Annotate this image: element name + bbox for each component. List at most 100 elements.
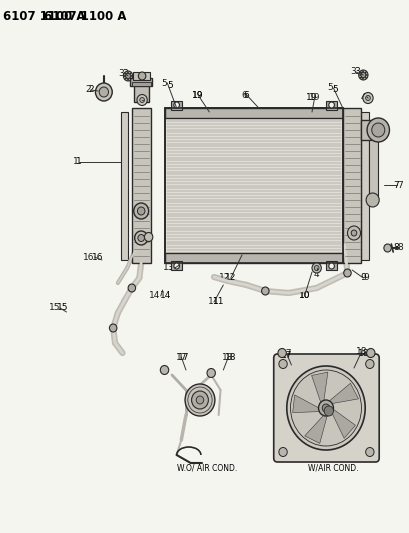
FancyBboxPatch shape <box>273 354 378 462</box>
Text: 4: 4 <box>361 93 366 101</box>
Text: 16: 16 <box>91 254 103 262</box>
Text: 6: 6 <box>243 91 249 100</box>
Text: 1: 1 <box>73 157 79 166</box>
Bar <box>133 72 149 80</box>
Text: 9: 9 <box>360 273 365 282</box>
Circle shape <box>207 368 215 377</box>
Circle shape <box>137 94 147 106</box>
Circle shape <box>321 404 329 412</box>
Circle shape <box>328 102 334 108</box>
Text: 14: 14 <box>149 292 160 301</box>
Circle shape <box>358 70 367 80</box>
Bar <box>132 82 150 86</box>
Circle shape <box>196 396 203 404</box>
Circle shape <box>365 448 373 456</box>
Text: 13: 13 <box>169 263 180 272</box>
Text: 17: 17 <box>175 352 187 361</box>
Circle shape <box>126 74 130 78</box>
Circle shape <box>261 287 268 295</box>
Circle shape <box>138 72 146 80</box>
Polygon shape <box>311 372 327 405</box>
Circle shape <box>134 231 147 245</box>
Text: 4: 4 <box>139 95 144 104</box>
Bar <box>171 101 182 110</box>
Circle shape <box>191 391 208 409</box>
Polygon shape <box>304 414 327 443</box>
Circle shape <box>278 448 287 456</box>
Text: 4: 4 <box>313 270 319 279</box>
Text: 6107 1100 A: 6107 1100 A <box>44 10 126 22</box>
Circle shape <box>365 359 373 368</box>
Text: 5: 5 <box>161 78 167 87</box>
Bar <box>360 120 380 140</box>
Circle shape <box>318 400 333 416</box>
Text: 9: 9 <box>362 273 368 282</box>
Circle shape <box>366 349 374 358</box>
Text: 8: 8 <box>392 244 398 253</box>
Text: 12: 12 <box>219 273 230 282</box>
Circle shape <box>343 269 351 277</box>
Text: 17: 17 <box>178 352 189 361</box>
Text: 4: 4 <box>311 265 317 274</box>
Bar <box>165 108 342 118</box>
Circle shape <box>366 118 389 142</box>
Circle shape <box>109 324 117 332</box>
Text: 11: 11 <box>208 297 219 306</box>
Circle shape <box>95 83 112 101</box>
Bar <box>342 108 361 263</box>
Circle shape <box>184 384 214 416</box>
Text: 18: 18 <box>355 348 366 357</box>
Text: 19: 19 <box>192 91 203 100</box>
Bar <box>171 261 182 270</box>
Circle shape <box>160 366 168 375</box>
Text: 3: 3 <box>122 69 128 77</box>
Text: 5: 5 <box>327 84 333 93</box>
Circle shape <box>290 370 361 446</box>
Circle shape <box>128 284 135 292</box>
Circle shape <box>123 71 133 81</box>
Circle shape <box>173 102 179 108</box>
Text: 1: 1 <box>76 157 81 166</box>
Text: 16: 16 <box>83 253 94 262</box>
Text: W/AIR COND.: W/AIR COND. <box>308 464 358 472</box>
Circle shape <box>286 366 364 450</box>
Text: 19: 19 <box>306 93 317 102</box>
Bar <box>325 261 336 270</box>
Text: 13: 13 <box>163 263 174 272</box>
Circle shape <box>346 226 360 240</box>
Text: 5: 5 <box>167 80 173 90</box>
Circle shape <box>365 193 378 207</box>
Bar <box>165 108 342 263</box>
Text: 4: 4 <box>137 95 143 104</box>
Bar <box>120 112 128 260</box>
Text: 15: 15 <box>57 303 68 312</box>
Circle shape <box>383 244 390 252</box>
Bar <box>165 108 342 263</box>
Text: 4: 4 <box>360 93 365 102</box>
Bar <box>132 108 150 263</box>
Circle shape <box>365 95 369 101</box>
Circle shape <box>137 235 144 241</box>
Text: 15: 15 <box>48 303 60 312</box>
Bar <box>130 78 152 86</box>
Text: 12: 12 <box>225 273 236 282</box>
Text: 2: 2 <box>88 85 93 94</box>
Text: W.O/ AIR COND.: W.O/ AIR COND. <box>177 464 237 472</box>
Polygon shape <box>330 408 355 438</box>
Circle shape <box>99 87 108 97</box>
Text: 6107 1100 A: 6107 1100 A <box>3 10 85 22</box>
Circle shape <box>360 72 365 77</box>
Text: 17: 17 <box>280 350 292 359</box>
Circle shape <box>362 93 372 103</box>
Polygon shape <box>327 383 357 404</box>
Circle shape <box>139 98 144 102</box>
Circle shape <box>311 263 321 273</box>
Bar <box>361 112 368 260</box>
Text: 17: 17 <box>280 351 292 359</box>
Text: 10: 10 <box>298 290 310 300</box>
Text: 10: 10 <box>298 292 310 301</box>
Text: 3: 3 <box>353 68 359 77</box>
Circle shape <box>351 230 356 236</box>
Circle shape <box>144 232 153 241</box>
Text: 18: 18 <box>222 353 233 362</box>
